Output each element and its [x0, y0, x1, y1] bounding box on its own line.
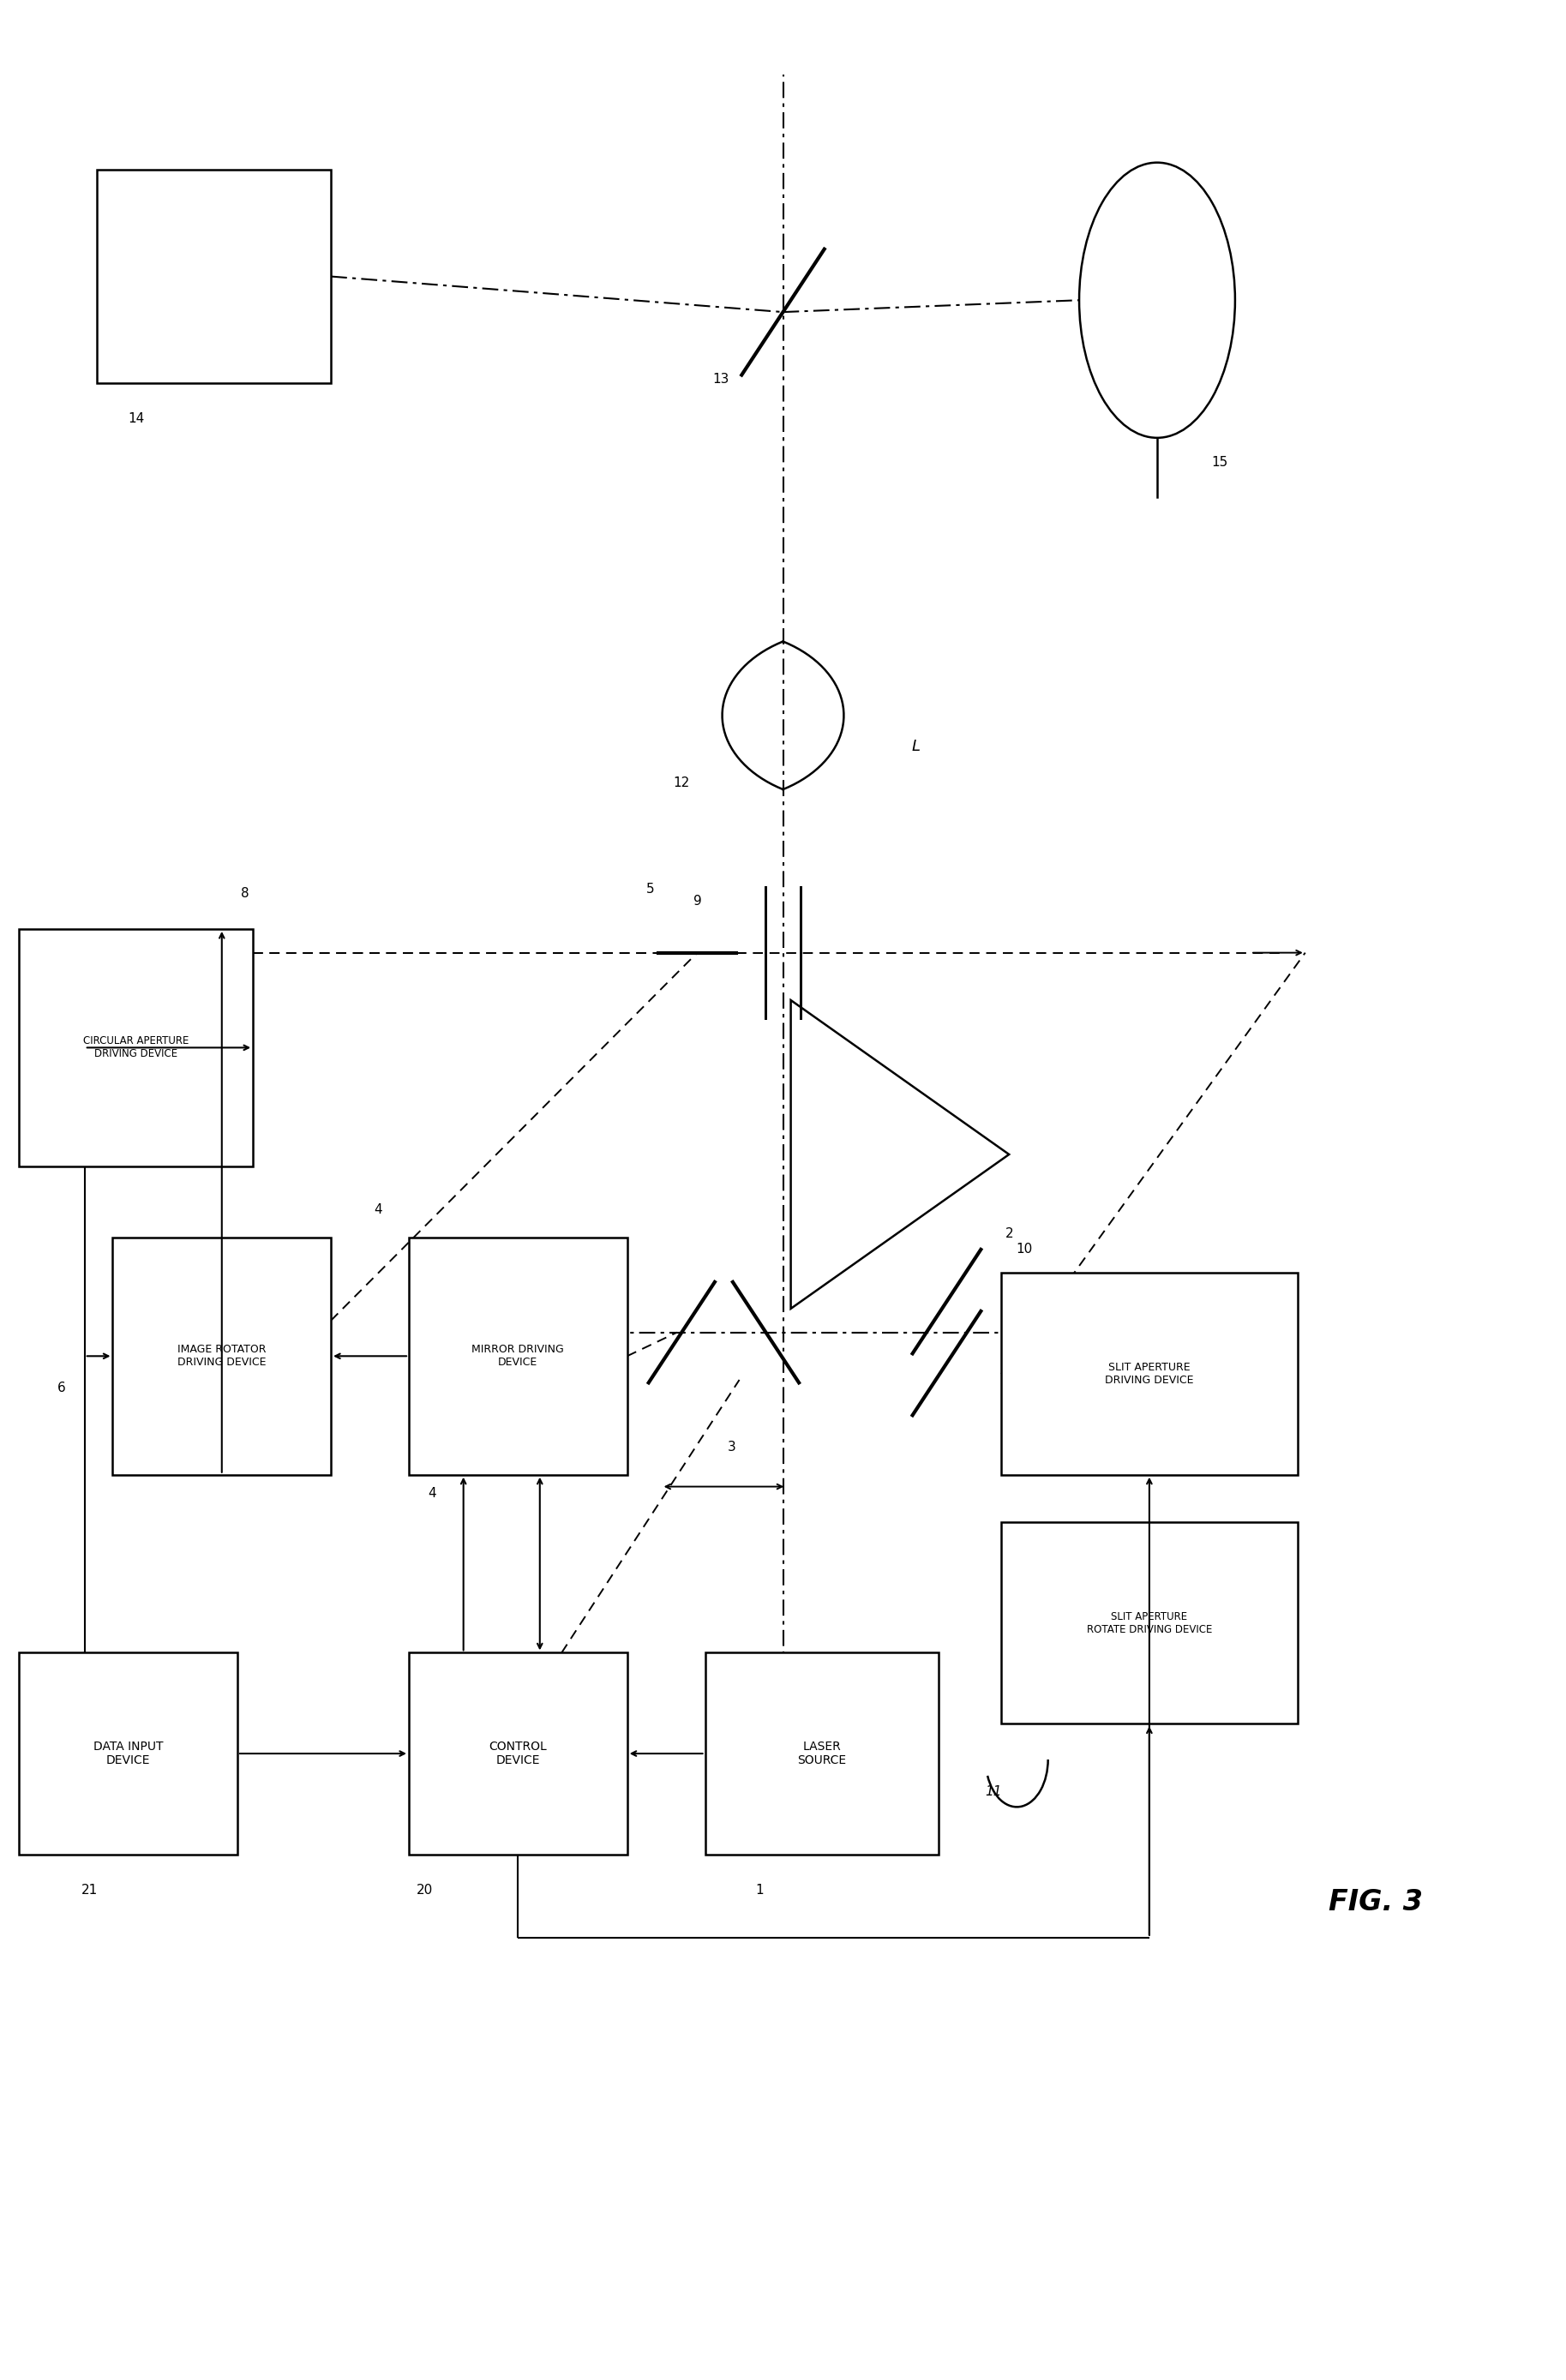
Text: 5: 5 — [647, 883, 655, 895]
FancyBboxPatch shape — [97, 169, 330, 383]
Text: IMAGE ROTATOR
DRIVING DEVICE: IMAGE ROTATOR DRIVING DEVICE — [177, 1345, 266, 1368]
FancyBboxPatch shape — [1001, 1273, 1297, 1476]
Text: 13: 13 — [713, 374, 728, 386]
FancyBboxPatch shape — [409, 1652, 626, 1854]
Text: 21: 21 — [81, 1883, 97, 1897]
FancyBboxPatch shape — [113, 1238, 330, 1476]
Text: 20: 20 — [417, 1883, 432, 1897]
Text: 4: 4 — [374, 1204, 382, 1216]
FancyBboxPatch shape — [19, 1652, 238, 1854]
FancyBboxPatch shape — [409, 1238, 626, 1476]
Text: SLIT APERTURE
DRIVING DEVICE: SLIT APERTURE DRIVING DEVICE — [1106, 1361, 1193, 1385]
Text: LASER
SOURCE: LASER SOURCE — [797, 1740, 847, 1766]
Text: 12: 12 — [673, 776, 691, 790]
Text: L: L — [911, 740, 919, 754]
Text: MIRROR DRIVING
DEVICE: MIRROR DRIVING DEVICE — [471, 1345, 564, 1368]
Text: 9: 9 — [694, 895, 702, 907]
Text: 4: 4 — [428, 1488, 437, 1499]
Text: CONTROL
DEVICE: CONTROL DEVICE — [489, 1740, 547, 1766]
Text: 6: 6 — [56, 1380, 66, 1395]
Text: 10: 10 — [1016, 1242, 1034, 1257]
Text: 14: 14 — [128, 412, 144, 426]
FancyBboxPatch shape — [19, 928, 254, 1166]
Text: FIG. 3: FIG. 3 — [1328, 1887, 1422, 1916]
FancyBboxPatch shape — [1001, 1523, 1297, 1723]
Text: 8: 8 — [241, 888, 249, 900]
FancyBboxPatch shape — [705, 1652, 940, 1854]
Text: 15: 15 — [1211, 457, 1228, 469]
Text: DATA INPUT
DEVICE: DATA INPUT DEVICE — [94, 1740, 163, 1766]
Text: 2: 2 — [1005, 1228, 1013, 1240]
Text: CIRCULAR APERTURE
DRIVING DEVICE: CIRCULAR APERTURE DRIVING DEVICE — [83, 1035, 189, 1059]
Text: 1: 1 — [755, 1883, 764, 1897]
Text: SLIT APERTURE
ROTATE DRIVING DEVICE: SLIT APERTURE ROTATE DRIVING DEVICE — [1087, 1611, 1212, 1635]
Text: 11: 11 — [985, 1785, 1002, 1797]
Text: 3: 3 — [727, 1440, 736, 1454]
